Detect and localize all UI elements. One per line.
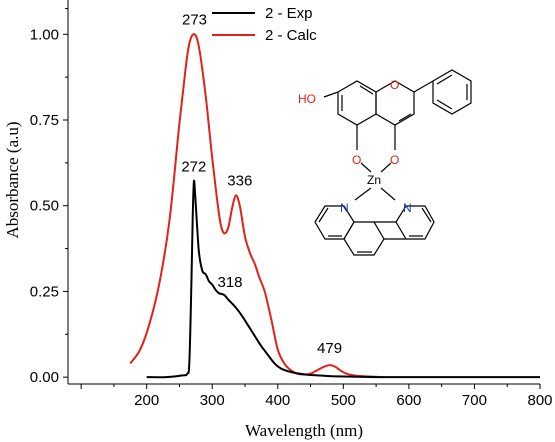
x-axis-title: Wavelength (nm) bbox=[245, 421, 363, 440]
ring-a bbox=[337, 80, 377, 126]
oxygen-right-label: O bbox=[390, 153, 399, 167]
legend-label-exp: 2 - Exp bbox=[265, 5, 313, 22]
series-layer bbox=[129, 33, 540, 379]
ring-c bbox=[375, 80, 415, 126]
y-tick-label: 0.50 bbox=[30, 198, 59, 215]
x-tick-label: 200 bbox=[134, 392, 159, 409]
y-tick-label: 1.00 bbox=[30, 26, 59, 43]
phen-double-bond-1 bbox=[318, 207, 329, 223]
o-zn-bond-left bbox=[360, 162, 372, 173]
zn-n-bond-left bbox=[354, 187, 372, 201]
x-tick-label: 500 bbox=[331, 392, 356, 409]
x-tick-label: 400 bbox=[265, 392, 290, 409]
phen-double-bond-5 bbox=[421, 207, 432, 223]
o-zn-bond-right bbox=[380, 162, 392, 173]
y-tick-label: 0.25 bbox=[30, 283, 59, 300]
phen-ring-right bbox=[395, 205, 435, 240]
y-ticks: 0.00 0.25 0.50 0.75 1.00 bbox=[30, 8, 68, 386]
y-tick-label: 0.75 bbox=[30, 112, 59, 129]
peak-label-479: 479 bbox=[317, 340, 342, 357]
ring-oxygen-label: O bbox=[390, 78, 399, 92]
ring-c-double-bond bbox=[398, 113, 412, 122]
ring-b-phenyl bbox=[432, 69, 472, 115]
peak-label-336: 336 bbox=[227, 172, 252, 189]
y-tick-label: 0.00 bbox=[30, 369, 59, 386]
oxygen-left-label: O bbox=[352, 153, 361, 167]
series-line-exp bbox=[146, 179, 540, 379]
ring-b-double-bond-3 bbox=[436, 99, 453, 110]
y-axis-title: Absorbance (a.u) bbox=[3, 121, 22, 238]
zn-n-bond-right bbox=[380, 187, 396, 201]
x-tick-label: 300 bbox=[200, 392, 225, 409]
zinc-complex-structure bbox=[314, 69, 472, 256]
peak-label-273: 273 bbox=[182, 11, 207, 28]
legend-label-calc: 2 - Calc bbox=[265, 27, 317, 44]
x-tick-label: 800 bbox=[527, 392, 552, 409]
nitrogen-right-label: N bbox=[403, 201, 412, 215]
nitrogen-left-label: N bbox=[340, 201, 349, 215]
x-tick-label: 700 bbox=[462, 392, 487, 409]
ho-bond bbox=[323, 91, 339, 98]
ring-a-double-bond-2 bbox=[359, 85, 374, 95]
x-ticks: 200 300 400 500 600 700 800 bbox=[80, 384, 553, 409]
series-line-calc bbox=[129, 33, 383, 379]
peak-label-272: 272 bbox=[181, 159, 206, 176]
annotations-layer: 273 272 336 318 479 bbox=[181, 11, 342, 357]
ho-label: HO bbox=[298, 92, 316, 106]
structure-labels: HO O O O Zn N N bbox=[298, 78, 412, 215]
x-tick-label: 600 bbox=[396, 392, 421, 409]
legend: 2 - Exp 2 - Calc bbox=[212, 5, 317, 44]
c2-phenyl-bond bbox=[413, 80, 434, 93]
phen-ring-middle bbox=[343, 221, 385, 256]
peak-label-318: 318 bbox=[218, 274, 243, 291]
zinc-label: Zn bbox=[367, 173, 381, 187]
ring-b-double-bond-1 bbox=[436, 74, 453, 85]
